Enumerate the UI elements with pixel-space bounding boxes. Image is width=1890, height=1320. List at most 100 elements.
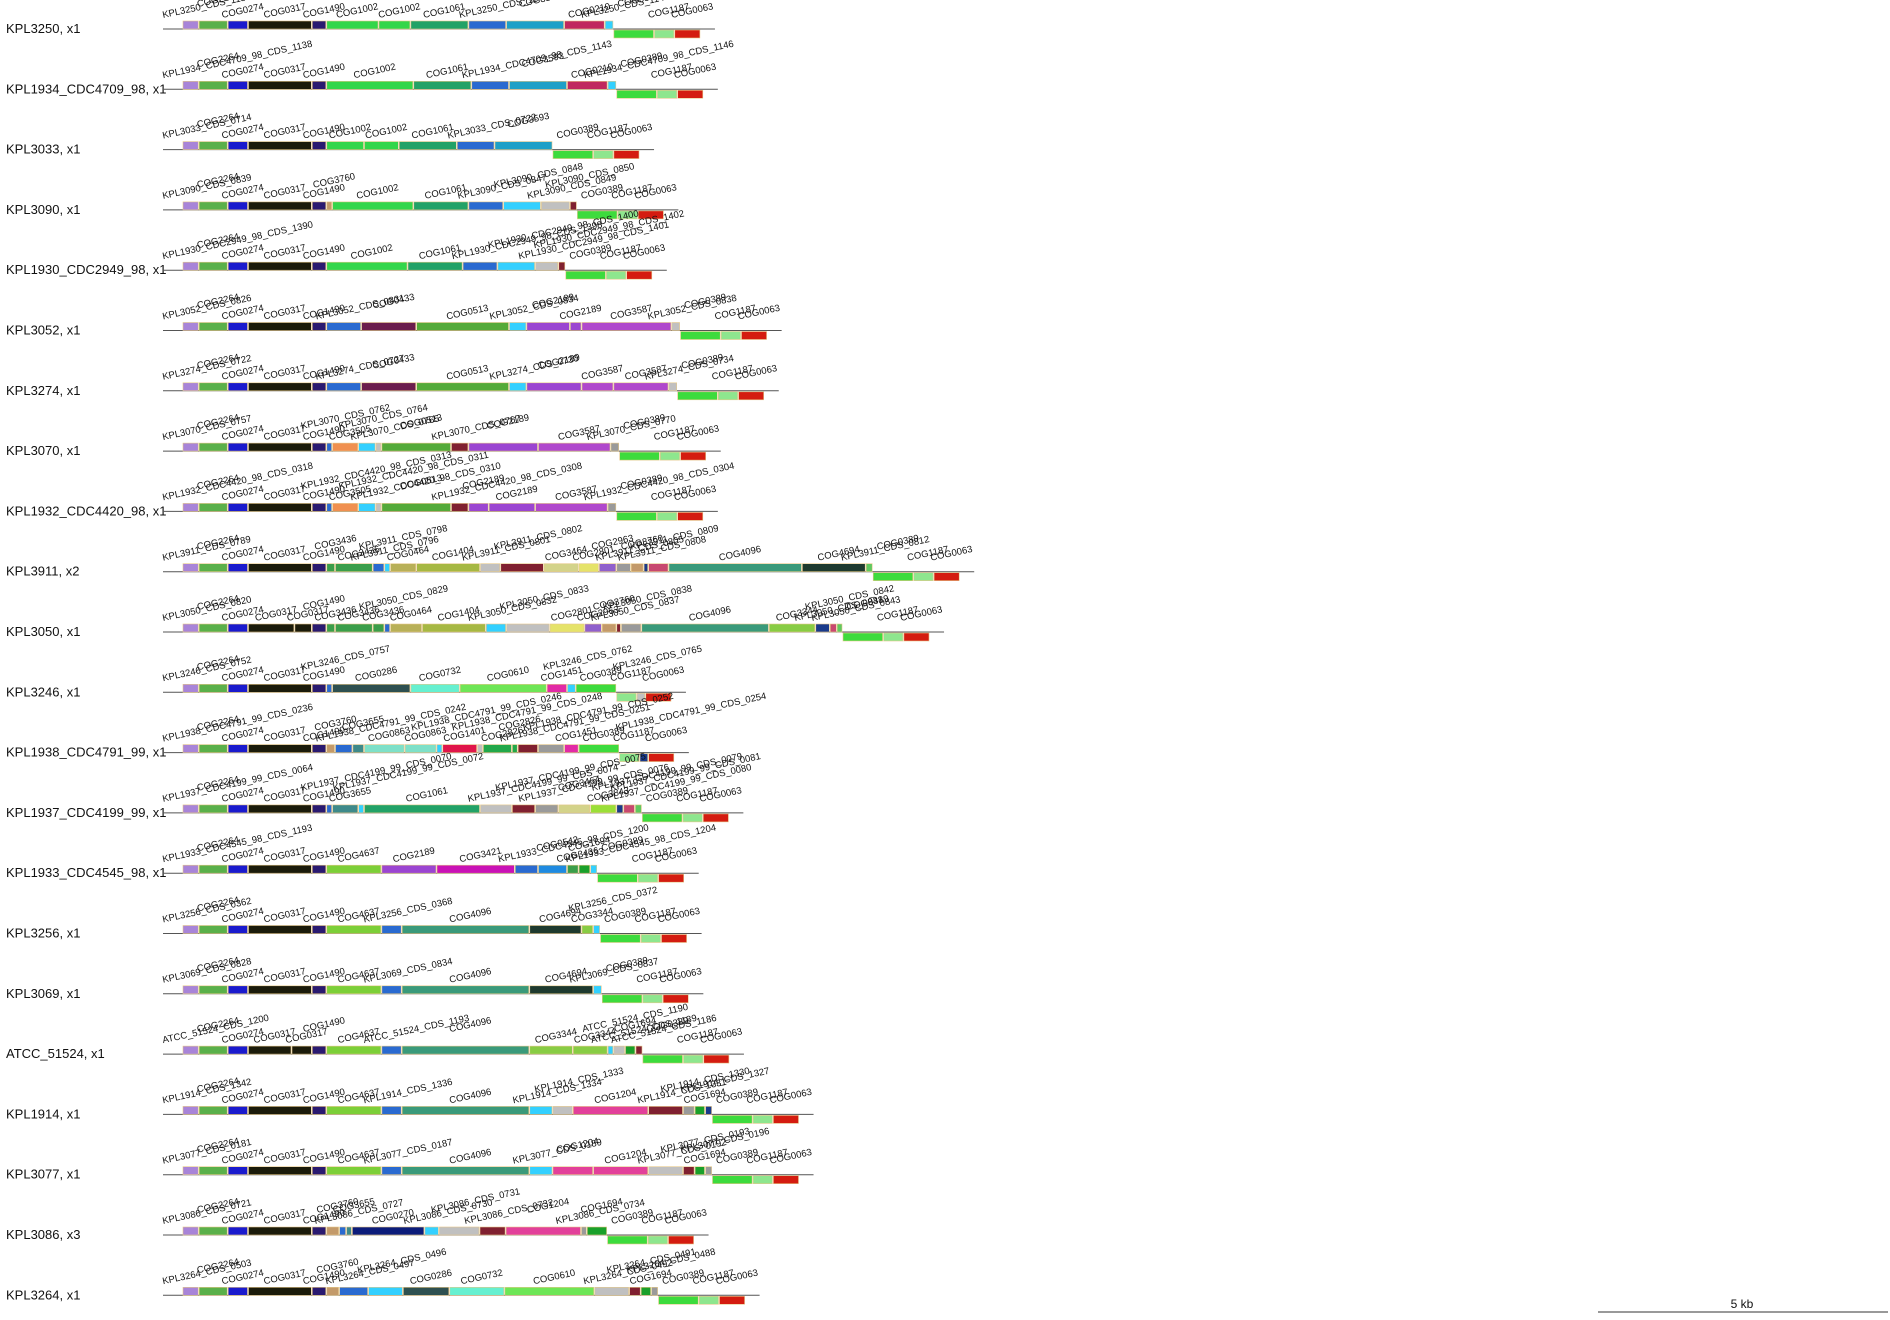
gene-block — [497, 261, 535, 271]
genome-row: KPL3069, x1KPL3069_CDS_0828COG2264COG027… — [6, 955, 704, 1004]
gene-block — [198, 1287, 228, 1296]
gene-block — [390, 563, 417, 573]
gene-label: COG1002 — [356, 182, 400, 202]
genome-row-label: KPL3246, x1 — [6, 684, 80, 699]
gene-block — [364, 744, 405, 753]
gene-block — [227, 322, 248, 331]
gene-block — [593, 150, 614, 159]
gene-label: COG1204 — [593, 1087, 637, 1107]
gene-block — [182, 925, 199, 934]
gene-block — [311, 683, 327, 693]
gene-block — [607, 503, 617, 512]
gene-block — [570, 201, 577, 211]
gene-block — [311, 1166, 327, 1175]
gene-block — [198, 925, 228, 934]
gene-block — [468, 442, 538, 452]
gene-block — [248, 925, 312, 934]
gene-block — [865, 563, 873, 573]
gene-block — [738, 391, 764, 401]
gene-block — [198, 1045, 228, 1055]
gene-block — [703, 1054, 730, 1064]
gene-block — [248, 985, 312, 995]
gene-block — [198, 20, 228, 30]
gene-block — [198, 985, 228, 995]
gene-label: COG2264 — [196, 0, 240, 10]
gene-block — [626, 270, 653, 280]
gene-block — [326, 1226, 339, 1236]
gene-block — [326, 925, 382, 934]
gene-label: COG4096 — [718, 544, 762, 564]
gene-block — [401, 1045, 530, 1055]
gene-block — [227, 744, 248, 753]
gene-block — [291, 1045, 312, 1055]
gene-block — [752, 1115, 773, 1124]
gene-block — [326, 1106, 382, 1115]
genome-row: ATCC_51524, x1ATCC_51524_CDS_1200COG2264… — [6, 1002, 744, 1064]
gene-label: COG4096 — [688, 604, 732, 624]
gene-label: COG0610 — [532, 1268, 576, 1288]
genome-row-label: KPL3050, x1 — [6, 624, 80, 639]
gene-block — [637, 210, 664, 220]
genome-row: KPL1938_CDC4791_99, x1KPL1938_CDC4791_99… — [6, 691, 767, 762]
gene-block — [248, 1106, 312, 1115]
gene-block — [326, 985, 382, 995]
gene-block — [526, 322, 570, 331]
gene-block — [468, 20, 506, 30]
gene-block — [182, 81, 199, 90]
gene-block — [332, 201, 414, 211]
genome-row: KPL3070, x1KPL3070_CDS_0757COG2264COG027… — [6, 402, 721, 461]
gene-block — [648, 563, 669, 573]
gene-block — [636, 692, 646, 702]
gene-block — [311, 925, 327, 934]
gene-block — [506, 20, 564, 30]
gene-block — [639, 753, 648, 762]
gene-block — [372, 623, 385, 633]
gene-block — [616, 804, 624, 814]
genome-row: KPL3033, x1KPL3033_CDS_0714COG2264COG027… — [6, 111, 655, 159]
gene-block — [198, 81, 228, 90]
gene-block — [198, 1106, 228, 1115]
gene-block — [593, 1166, 648, 1175]
gene-block — [572, 1045, 608, 1055]
gene-label: COG0317 — [263, 906, 307, 926]
gene-block — [552, 1166, 593, 1175]
gene-block — [326, 81, 414, 90]
gene-block — [248, 141, 312, 150]
gene-block — [248, 442, 312, 452]
gene-block — [227, 141, 248, 150]
gene-block — [248, 864, 312, 874]
gene-block — [657, 90, 678, 99]
gene-block — [311, 1045, 327, 1055]
gene-block — [674, 29, 701, 39]
gene-block — [517, 744, 538, 753]
gene-block — [616, 563, 631, 573]
gene-block — [198, 141, 228, 150]
gene-block — [500, 563, 544, 573]
gene-block — [326, 442, 332, 452]
gene-block — [227, 864, 248, 874]
gene-block — [384, 623, 390, 633]
gene-block — [903, 632, 930, 642]
genome-row-label: KPL3052, x1 — [6, 323, 80, 338]
gene-block — [182, 261, 199, 271]
gene-block — [459, 683, 547, 693]
gene-block — [577, 210, 618, 220]
gene-block — [552, 150, 593, 159]
gene-block — [332, 442, 359, 452]
gene-label: COG0317 — [263, 363, 307, 383]
gene-block — [436, 864, 515, 874]
gene-block — [658, 1296, 699, 1305]
gene-block — [401, 925, 530, 934]
gene-block — [529, 1106, 553, 1115]
gene-block — [248, 623, 295, 633]
gene-block — [512, 744, 518, 753]
gene-block — [558, 261, 566, 271]
gene-block — [182, 623, 199, 633]
gene-block — [311, 261, 327, 271]
gene-block — [326, 864, 382, 874]
gene-block — [773, 1115, 799, 1124]
gene-block — [509, 81, 567, 90]
gene-block — [381, 985, 402, 995]
gene-block — [567, 81, 608, 90]
gene-block — [619, 451, 660, 461]
